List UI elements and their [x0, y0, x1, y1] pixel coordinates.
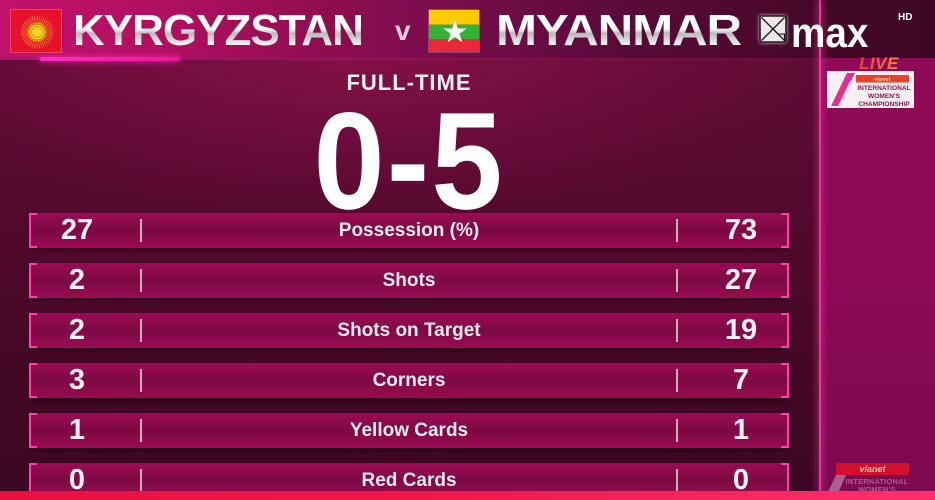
svg-text:vianet: vianet: [874, 77, 891, 83]
svg-text:WOMEN'S: WOMEN'S: [868, 93, 901, 100]
svg-text:CHAMPIONSHIP: CHAMPIONSHIP: [858, 101, 910, 108]
svg-text:INTERNATIONAL: INTERNATIONAL: [857, 85, 910, 92]
